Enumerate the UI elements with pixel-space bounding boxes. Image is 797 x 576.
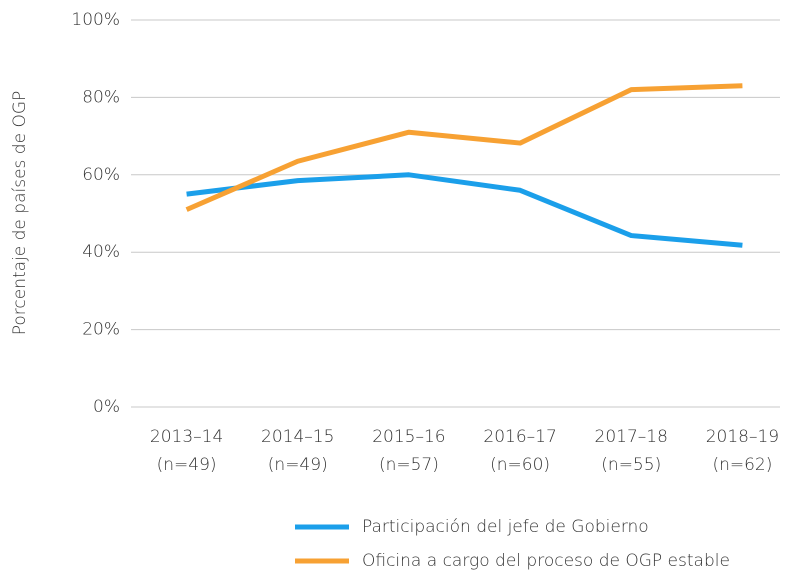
x-tick-label: (n=55) — [601, 455, 661, 475]
y-tick-label: 20% — [82, 320, 120, 340]
series-line — [185, 83, 743, 212]
y-tick-label: 60% — [82, 165, 120, 185]
legend-label: Participación del jefe de Gobierno — [362, 517, 649, 537]
y-tick-label: 40% — [82, 242, 120, 262]
series-line — [186, 172, 743, 248]
x-tick-label: (n=62) — [712, 455, 772, 475]
x-tick-label: 2014–15 — [261, 427, 334, 447]
x-tick-label: 2015–16 — [372, 427, 445, 447]
y-tick-label: 100% — [71, 10, 120, 30]
x-tick-label: 2013–14 — [150, 427, 223, 447]
x-tick-label: 2017–18 — [595, 427, 668, 447]
y-tick-label: 80% — [82, 87, 120, 107]
y-tick-label: 0% — [93, 397, 120, 417]
y-axis-label: Porcentaje de países de OGP — [10, 91, 30, 336]
x-tick-label: 2016–17 — [483, 427, 556, 447]
x-tick-label: 2018–19 — [706, 427, 779, 447]
x-tick-label: (n=49) — [157, 455, 217, 475]
x-tick-label: (n=49) — [268, 455, 328, 475]
x-tick-label: (n=60) — [490, 455, 550, 475]
legend-label: Oficina a cargo del proceso de OGP estab… — [362, 551, 730, 571]
x-tick-label: (n=57) — [379, 455, 439, 475]
